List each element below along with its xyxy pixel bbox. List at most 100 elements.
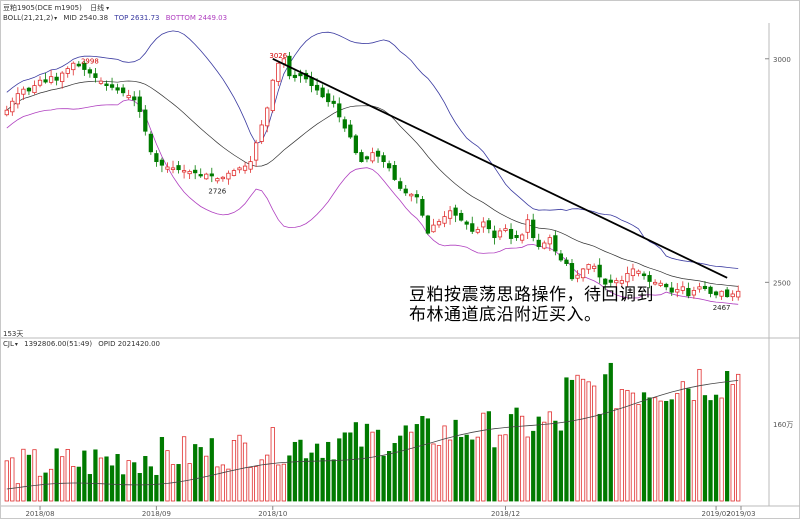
candle-body: [215, 178, 220, 182]
volume-bar: [314, 443, 320, 502]
candle-body: [248, 161, 253, 170]
candle-body: [531, 219, 536, 239]
volume-bar: [725, 371, 730, 502]
candle-body: [669, 287, 674, 293]
volume-bar: [353, 422, 358, 502]
candle-body: [470, 223, 475, 232]
days-label: 153天: [3, 330, 24, 338]
candle-body: [553, 235, 558, 252]
candle-body: [464, 221, 469, 225]
candle-body: [121, 87, 126, 94]
volume-bar: [37, 475, 43, 502]
chevron-down-icon[interactable]: ▾: [54, 15, 58, 22]
volume-bar: [60, 456, 65, 502]
volume-bar: [392, 443, 397, 502]
candle-body: [220, 176, 226, 180]
boll-indicator-name[interactable]: BOLL(21,21,2): [3, 14, 54, 22]
volume-bar: [237, 434, 242, 502]
volume-bar: [165, 450, 170, 502]
volume-bar: [87, 474, 93, 502]
volume-bar: [547, 411, 552, 502]
volume-bar: [254, 466, 259, 502]
candle-body: [154, 153, 159, 163]
x-tick-label: 2019/03: [726, 510, 755, 518]
candle-body: [265, 107, 270, 127]
candle-body: [619, 280, 624, 284]
volume-bar: [204, 455, 209, 502]
volume-indicator-name[interactable]: CJL: [3, 340, 14, 348]
open-interest-line: [6, 380, 739, 490]
volume-bar: [680, 381, 685, 502]
candle-body: [132, 96, 137, 101]
candle-body: [181, 170, 187, 173]
candle-body: [364, 156, 370, 160]
candle-body: [10, 100, 15, 113]
volume-bar: [193, 444, 198, 502]
volume-bar: [115, 454, 120, 502]
volume-bar: [414, 424, 419, 502]
volume-bar: [287, 455, 292, 502]
candle-body: [447, 210, 453, 219]
volume-bar: [154, 474, 159, 502]
volume-bar: [71, 465, 76, 502]
candle-body: [525, 219, 530, 233]
x-tick-label: 2018/08: [25, 510, 54, 518]
volume-bar: [375, 429, 381, 502]
candle-body: [608, 279, 613, 283]
volume-bar: [542, 421, 547, 502]
boll-lower-band: [6, 99, 739, 305]
candle-body: [320, 87, 325, 98]
volume-bar: [708, 400, 713, 502]
candle-body: [414, 194, 419, 198]
candle-body: [326, 93, 331, 103]
candle-body: [65, 68, 70, 74]
volume-bar: [431, 443, 436, 502]
volume-bar: [26, 454, 32, 502]
volume-bar: [525, 436, 530, 502]
candle-body: [21, 88, 26, 95]
volume-bar: [209, 438, 214, 502]
candle-body: [353, 135, 358, 154]
period-selector[interactable]: 日线: [90, 4, 105, 12]
boll-header: BOLL(21,21,2)▾ MID 2540.38 TOP 2631.73 B…: [3, 14, 227, 22]
candle-body: [109, 84, 115, 88]
volume-bar: [730, 384, 735, 502]
volume-bar: [65, 448, 70, 502]
candle-body: [586, 264, 591, 270]
candle-body: [115, 87, 120, 91]
chevron-down-icon[interactable]: ▾: [14, 341, 18, 348]
volume-bar: [48, 468, 54, 502]
x-tick-label: 2019/02: [702, 510, 731, 518]
annotation-line-2: 布林通道底沿附近买入。: [409, 305, 602, 325]
candle-body: [342, 119, 347, 129]
candle-body: [547, 237, 552, 245]
volume-bar: [148, 466, 153, 502]
volume-bar: [303, 458, 309, 502]
candle-body: [242, 165, 248, 171]
volume-bar: [619, 389, 624, 502]
volume-bar: [348, 432, 353, 502]
volume-bar: [592, 385, 597, 502]
candle-body: [387, 163, 392, 169]
volume-bar: [719, 397, 724, 502]
boll-top-value: TOP 2631.73: [114, 14, 160, 22]
volume-bar: [652, 397, 658, 502]
candle-body: [614, 280, 619, 284]
volume-bar: [32, 449, 37, 502]
volume-bar: [641, 392, 647, 502]
candle-body: [204, 173, 209, 180]
candle-body: [492, 230, 497, 239]
volume-bar: [143, 456, 148, 502]
contract-title: 豆粕1905(DCE m1905): [3, 4, 82, 12]
volume-bar: [481, 412, 486, 502]
volume-bar: [76, 466, 81, 502]
candle-body: [658, 282, 663, 286]
chevron-down-icon[interactable]: ▾: [106, 5, 110, 12]
volume-bar: [675, 393, 680, 502]
volume-bar: [359, 446, 364, 502]
candle-body: [48, 76, 54, 83]
volume-bar: [497, 434, 503, 502]
volume-bar: [564, 377, 569, 502]
volume-bar: [10, 457, 15, 502]
